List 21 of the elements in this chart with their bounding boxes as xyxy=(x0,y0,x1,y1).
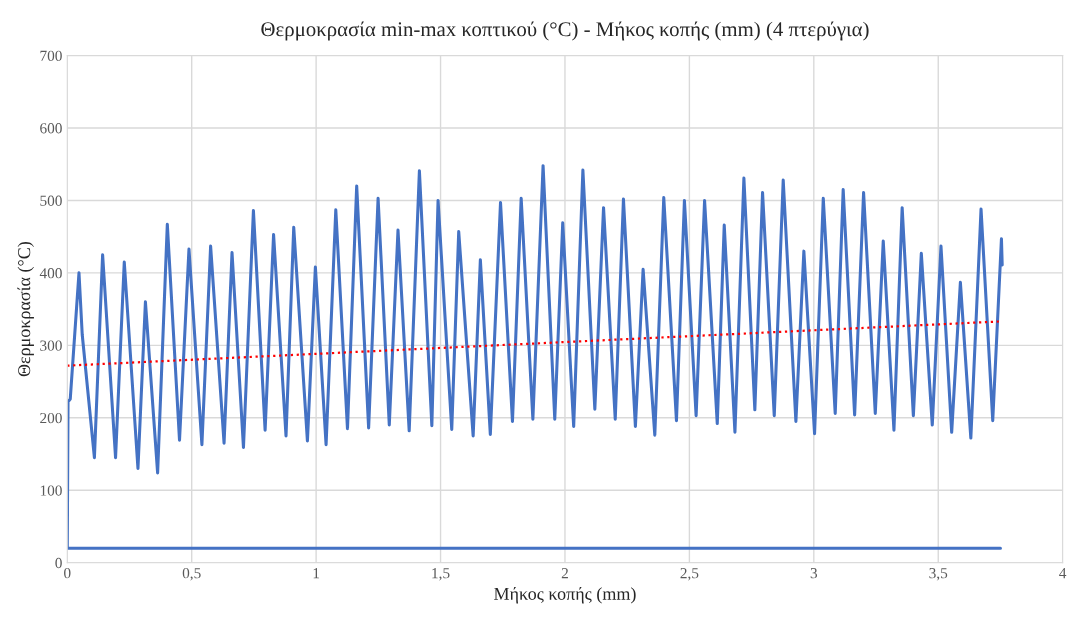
y-tick-label: 300 xyxy=(40,340,62,351)
x-tick-label: 3,5 xyxy=(929,568,948,581)
y-tick-label: 600 xyxy=(40,123,62,134)
y-tick-label: 700 xyxy=(40,50,62,61)
y-tick-label: 200 xyxy=(40,412,62,424)
x-axis-title: Μήκος κοπής (mm) xyxy=(494,586,636,604)
y-tick-label: 400 xyxy=(39,268,62,279)
x-tick-label: 2,5 xyxy=(680,568,699,581)
y-tick-label: 100 xyxy=(40,485,62,496)
chart-title: Θερμοκρασία min-max κοπτικού (°C) - Μήκος κοπής (mm) (4 πτερύγια) xyxy=(261,21,869,41)
x-tick-label: 3 xyxy=(810,568,818,579)
x-tick-label: 0 xyxy=(64,568,71,579)
y-axis-title: Θερμοκρασία (°C) xyxy=(17,242,34,377)
x-tick-label: 0,5 xyxy=(182,568,201,581)
x-tick-label: 1 xyxy=(313,568,320,579)
x-tick-label: 1,5 xyxy=(432,568,450,581)
line-series xyxy=(67,164,1004,550)
y-tick-label: 0 xyxy=(55,557,62,569)
x-tick-label: 2 xyxy=(561,568,568,579)
x-tick-label: 4 xyxy=(1059,568,1067,579)
y-tick-label: 500 xyxy=(40,195,62,206)
